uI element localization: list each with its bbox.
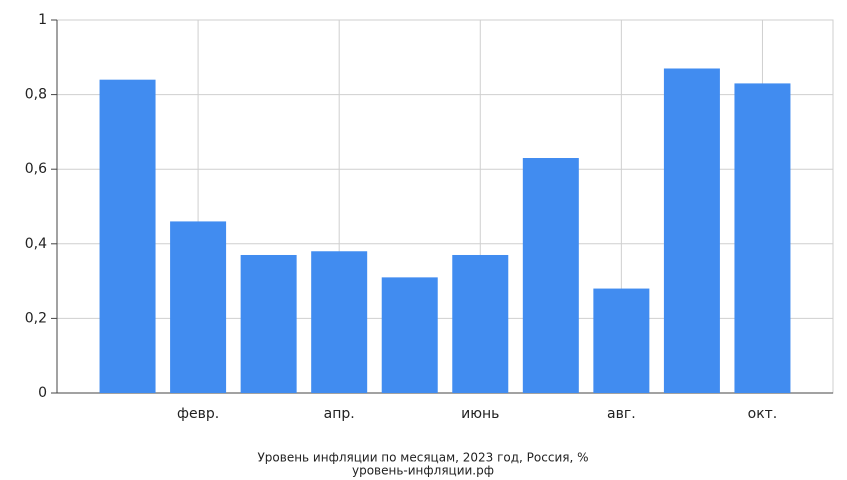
y-tick-label: 0,6	[25, 161, 47, 177]
bar	[381, 277, 438, 393]
bar	[663, 68, 720, 394]
x-tick-label: апр.	[324, 406, 355, 422]
y-tick-label: 0,2	[25, 310, 47, 326]
bar	[593, 288, 650, 393]
bar	[170, 221, 227, 393]
bar	[99, 79, 156, 394]
bar	[522, 158, 579, 393]
y-tick-label: 0	[38, 385, 47, 401]
bar	[734, 83, 791, 393]
x-tick-label: авг.	[607, 406, 636, 422]
y-tick-label: 1	[38, 12, 47, 28]
bar	[311, 251, 368, 393]
chart-title: Уровень инфляции по месяцам, 2023 год, Р…	[257, 451, 588, 465]
bar	[452, 254, 509, 393]
x-tick-label: окт.	[748, 406, 778, 422]
chart-subtitle: уровень-инфляции.рф	[352, 464, 494, 478]
y-tick-label: 0,4	[25, 236, 47, 252]
x-tick-label: февр.	[177, 406, 219, 422]
y-tick-label: 0,8	[25, 87, 47, 103]
x-tick-label: июнь	[461, 406, 499, 422]
bar	[240, 254, 297, 393]
